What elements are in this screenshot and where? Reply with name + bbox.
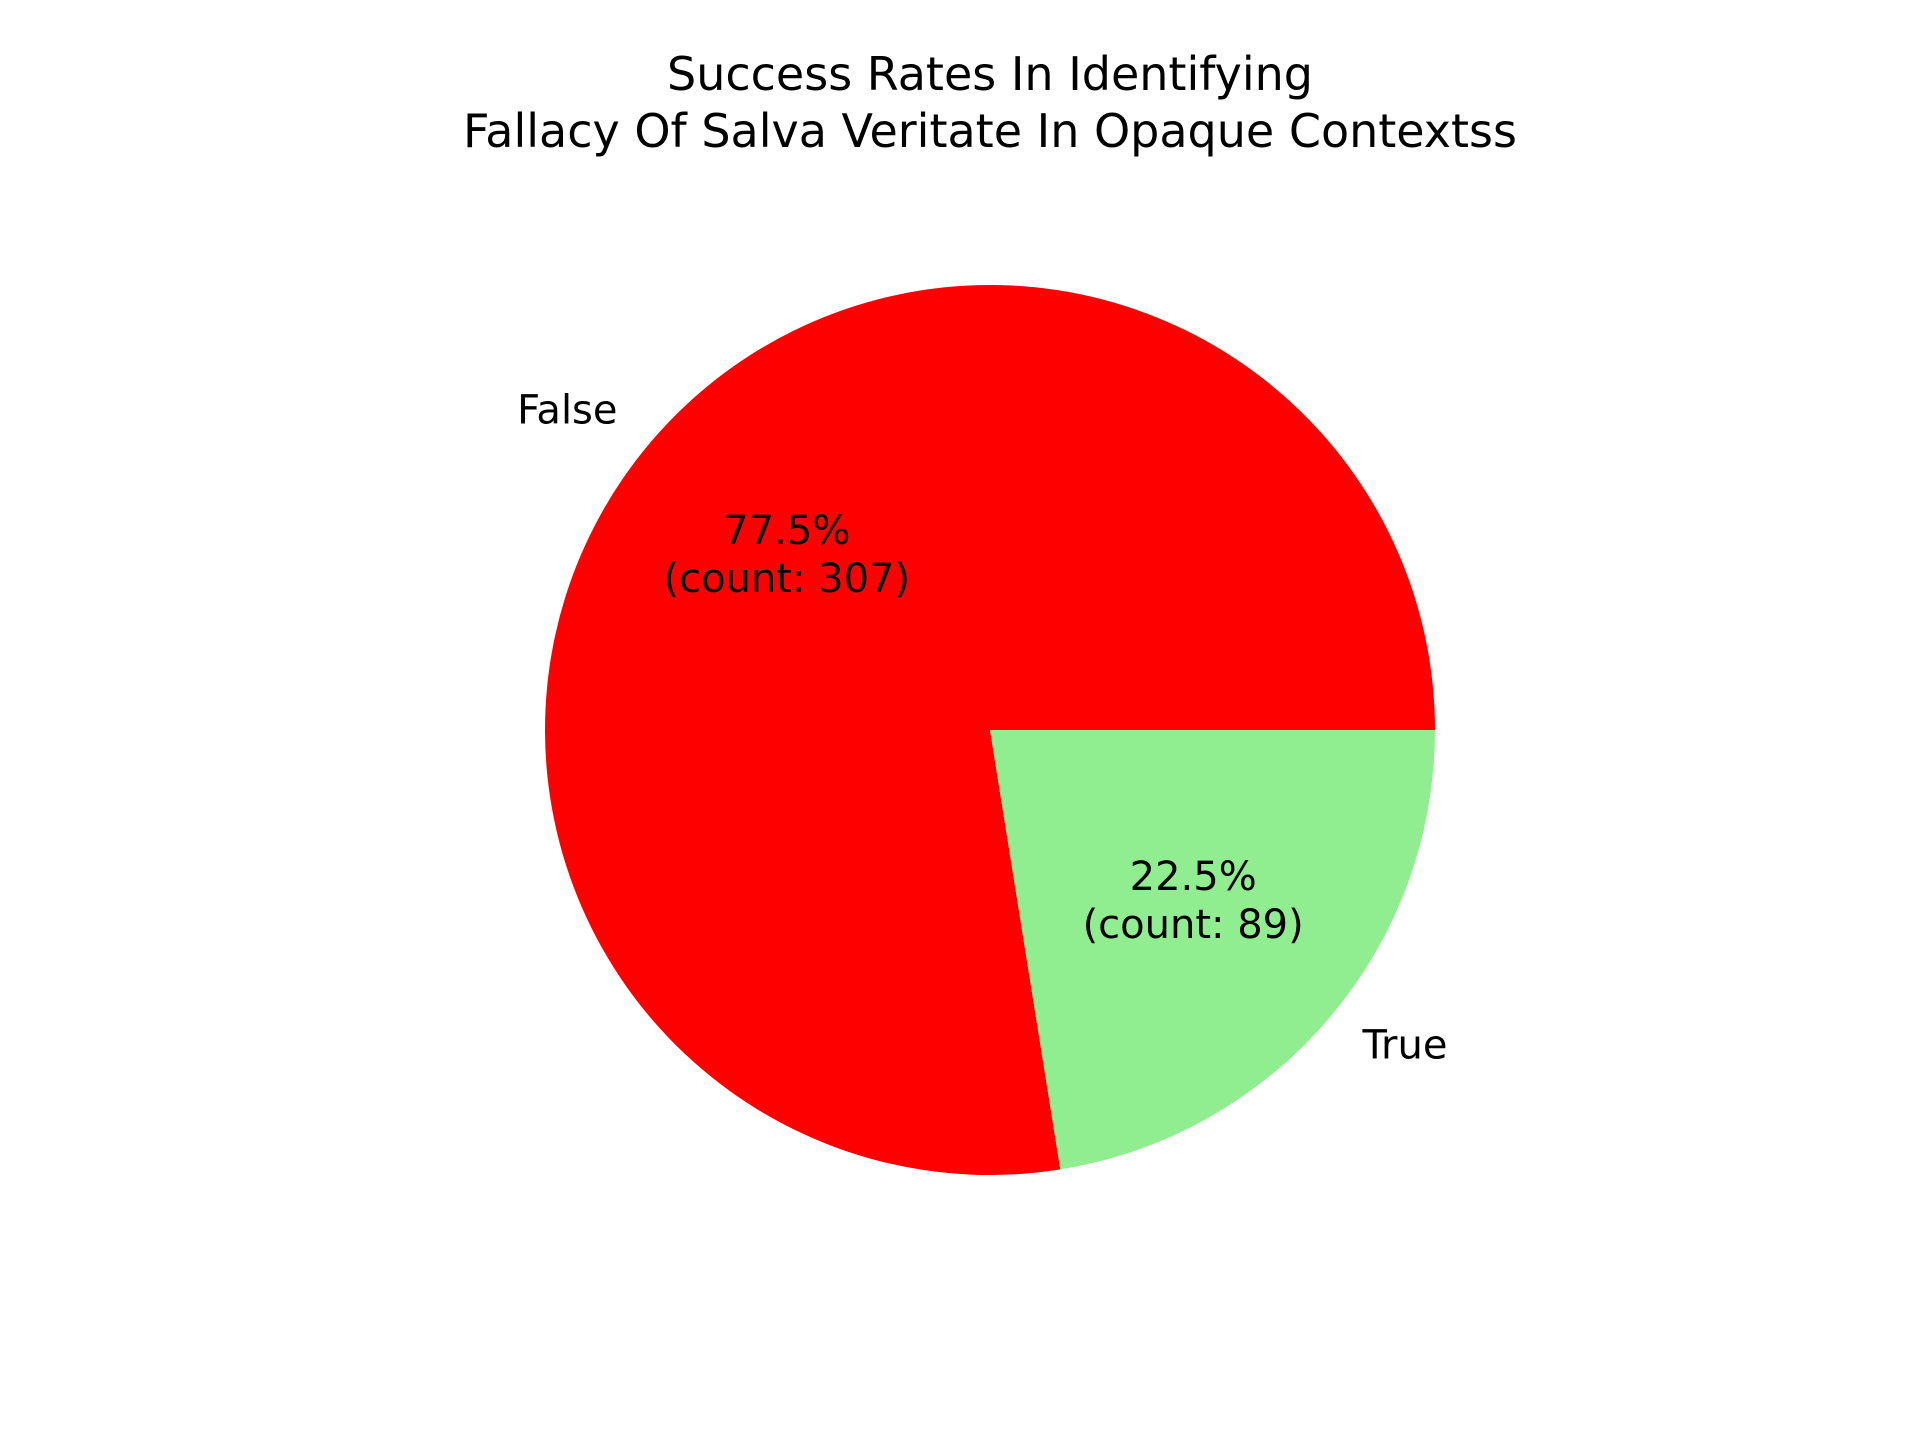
slice-count-false: (count: 307) xyxy=(664,556,911,602)
slice-percent-true: 22.5% xyxy=(1130,854,1257,900)
chart-title-line-2: Fallacy Of Salva Veritate In Opaque Cont… xyxy=(463,104,1517,158)
slice-label-false: False xyxy=(517,387,617,433)
slice-count-true: (count: 89) xyxy=(1083,902,1304,948)
chart-title-line-1: Success Rates In Identifying xyxy=(667,47,1313,101)
pie-labels: False 77.5%(count: 307) True 22.5%(count: 8… xyxy=(517,387,1447,1068)
pie-wedges xyxy=(544,284,1435,1175)
slice-percent-false: 77.5% xyxy=(723,508,850,554)
pie-slice-true xyxy=(990,730,1435,1170)
slice-label-true: True xyxy=(1361,1023,1447,1069)
